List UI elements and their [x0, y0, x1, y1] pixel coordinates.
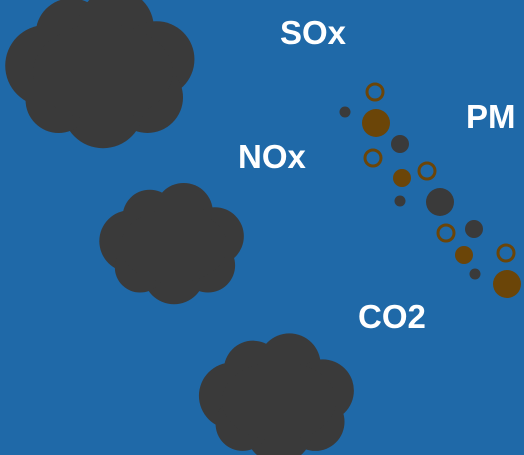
particle-icon — [362, 109, 390, 137]
co2-label: CO2 — [358, 298, 426, 335]
nox-label: NOx — [238, 138, 306, 175]
sox-label: SOx — [280, 14, 347, 51]
particle-icon — [465, 220, 483, 238]
particle-icon — [426, 188, 454, 216]
particle-icon — [436, 223, 456, 243]
particle-icon — [339, 106, 351, 118]
particle-icon — [394, 195, 406, 207]
particle-icon — [469, 268, 481, 280]
particle-icon — [393, 169, 411, 187]
cloud-icon — [99, 182, 244, 305]
particle-icon — [365, 82, 385, 102]
particle-icon — [493, 270, 521, 298]
particle-icon — [391, 135, 409, 153]
particle-icon — [455, 246, 473, 264]
particle-icon — [496, 243, 516, 263]
cloud-icon — [5, 0, 195, 149]
pm-label: PM — [466, 98, 516, 135]
cloud-icon — [198, 333, 354, 455]
particle-icon — [363, 148, 383, 168]
particle-icon — [417, 161, 437, 181]
particle-stream — [339, 82, 521, 298]
